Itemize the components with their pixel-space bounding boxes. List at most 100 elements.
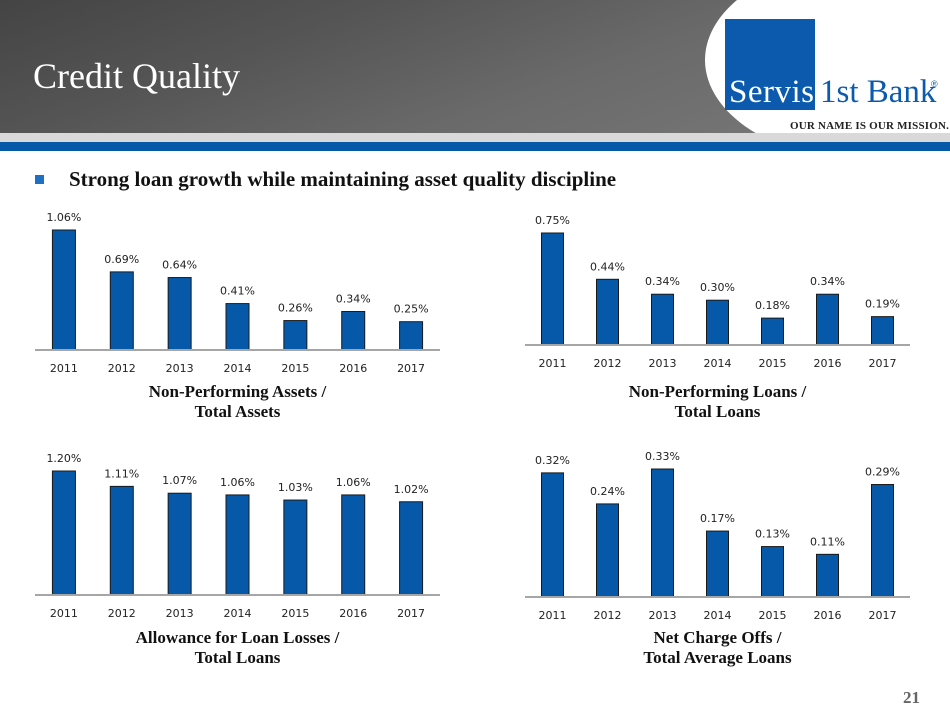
x-tick-label: 2015 bbox=[759, 357, 787, 370]
data-label: 1.11% bbox=[104, 467, 139, 480]
data-label: 0.34% bbox=[810, 275, 845, 288]
data-label: 0.44% bbox=[590, 260, 625, 273]
chart-allowance-total-loans: 1.20% 2011 1.11% 2012 1.07% 2013 1.06% 2014 1.03… bbox=[35, 442, 440, 677]
chart-title-line1: Non-Performing Loans / bbox=[628, 382, 807, 401]
chart-title-line2: Total Loans bbox=[194, 648, 281, 667]
data-label: 0.30% bbox=[700, 281, 735, 294]
data-label: 0.13% bbox=[755, 528, 790, 541]
x-tick-label: 2012 bbox=[594, 357, 622, 370]
chart-title: Net Charge Offs / Total Average Loans bbox=[525, 628, 910, 668]
data-label: 1.07% bbox=[162, 474, 197, 487]
data-label: 0.34% bbox=[645, 275, 680, 288]
data-label: 0.18% bbox=[755, 299, 790, 312]
data-label: 0.26% bbox=[278, 302, 313, 315]
bar-2016 bbox=[816, 293, 839, 346]
bar-2011 bbox=[541, 472, 564, 598]
data-label: 0.17% bbox=[700, 512, 735, 525]
chart-title-line1: Allowance for Loan Losses / bbox=[135, 628, 340, 647]
chart-title: Non-Performing Loans / Total Loans bbox=[525, 382, 910, 422]
bar-2017 bbox=[871, 484, 894, 598]
data-label: 1.03% bbox=[278, 481, 313, 494]
bar-2016 bbox=[816, 553, 839, 598]
data-label: 1.20% bbox=[46, 452, 81, 465]
x-tick-label: 2012 bbox=[108, 607, 136, 620]
bar-2017 bbox=[871, 316, 894, 346]
logo-tagline: OUR NAME IS OUR MISSION. bbox=[790, 120, 950, 132]
bar-2017 bbox=[399, 501, 424, 596]
bar-2014 bbox=[225, 494, 250, 596]
data-label: 0.29% bbox=[865, 466, 900, 479]
bar-2011 bbox=[51, 470, 76, 596]
x-tick-label: 2015 bbox=[281, 362, 309, 375]
chart-plot-area: 0.32% 2011 0.24% 2012 0.33% 2013 0.17% 2014 0.13… bbox=[525, 450, 910, 622]
x-tick-label: 2011 bbox=[539, 609, 567, 622]
x-tick-label: 2011 bbox=[50, 362, 78, 375]
bar-2011 bbox=[541, 232, 564, 346]
bar-2014 bbox=[706, 530, 729, 598]
bar-2014 bbox=[225, 303, 250, 351]
chart-title: Non-Performing Assets / Total Assets bbox=[35, 382, 440, 422]
x-tick-label: 2012 bbox=[108, 362, 136, 375]
bar-2013 bbox=[167, 492, 192, 596]
chart-title-line1: Non-Performing Assets / bbox=[148, 382, 327, 401]
x-tick-label: 2016 bbox=[814, 609, 842, 622]
data-label: 1.02% bbox=[394, 483, 429, 496]
bar-2015 bbox=[761, 546, 784, 598]
chart-title-line2: Total Loans bbox=[674, 402, 761, 421]
data-label: 0.64% bbox=[162, 259, 197, 272]
chart-plot-area: 0.75% 2011 0.44% 2012 0.34% 2013 0.30% 2014 0.18… bbox=[525, 214, 910, 370]
x-tick-label: 2017 bbox=[397, 607, 425, 620]
bar-2013 bbox=[651, 468, 674, 598]
data-label: 0.11% bbox=[810, 535, 845, 548]
logo-square bbox=[725, 19, 815, 110]
chart-title-line2: Total Assets bbox=[194, 402, 281, 421]
x-tick-label: 2017 bbox=[869, 609, 897, 622]
slide-title: Credit Quality bbox=[33, 56, 240, 96]
x-tick-label: 2014 bbox=[704, 357, 732, 370]
logo-name-part2: 1st Bank bbox=[820, 74, 937, 110]
chart-npl-total-loans: 0.75% 2011 0.44% 2012 0.34% 2013 0.30% 2014 0.18… bbox=[525, 200, 910, 430]
x-tick-label: 2013 bbox=[166, 362, 194, 375]
x-tick-label: 2014 bbox=[224, 362, 252, 375]
x-tick-label: 2013 bbox=[649, 357, 677, 370]
bar-2016 bbox=[341, 494, 366, 596]
chart-plot-area: 1.06% 2011 0.69% 2012 0.64% 2013 0.41% 2014 0.26… bbox=[35, 211, 440, 375]
logo-name-part1: Servis bbox=[729, 74, 815, 110]
x-tick-label: 2013 bbox=[166, 607, 194, 620]
x-tick-label: 2015 bbox=[759, 609, 787, 622]
data-label: 0.34% bbox=[336, 293, 371, 306]
x-tick-label: 2016 bbox=[339, 362, 367, 375]
x-tick-label: 2011 bbox=[50, 607, 78, 620]
bar-2012 bbox=[596, 278, 619, 346]
x-tick-label: 2015 bbox=[281, 607, 309, 620]
header-divider-blue bbox=[0, 142, 950, 151]
data-label: 0.32% bbox=[535, 454, 570, 467]
data-label: 0.69% bbox=[104, 253, 139, 266]
x-tick-label: 2013 bbox=[649, 609, 677, 622]
x-tick-label: 2014 bbox=[704, 609, 732, 622]
data-label: 1.06% bbox=[336, 476, 371, 489]
data-label: 0.19% bbox=[865, 298, 900, 311]
x-tick-label: 2012 bbox=[594, 609, 622, 622]
chart-title-line1: Net Charge Offs / bbox=[653, 628, 782, 647]
x-tick-label: 2017 bbox=[397, 362, 425, 375]
data-label: 0.33% bbox=[645, 450, 680, 463]
chart-plot-area: 1.20% 2011 1.11% 2012 1.07% 2013 1.06% 2014 1.03… bbox=[35, 452, 440, 620]
bar-2015 bbox=[283, 499, 308, 596]
bullet-square-icon bbox=[35, 175, 44, 184]
headline-bullet-text: Strong loan growth while maintaining ass… bbox=[69, 167, 617, 191]
data-label: 1.06% bbox=[220, 476, 255, 489]
chart-nco-avg-loans: 0.32% 2011 0.24% 2012 0.33% 2013 0.17% 2014 0.13… bbox=[525, 442, 910, 677]
bar-2015 bbox=[283, 320, 308, 351]
bar-2016 bbox=[341, 311, 366, 351]
chart-title-line2: Total Average Loans bbox=[643, 648, 792, 667]
bar-2011 bbox=[51, 229, 76, 351]
x-tick-label: 2016 bbox=[339, 607, 367, 620]
data-label: 1.06% bbox=[46, 211, 81, 224]
bar-2012 bbox=[596, 503, 619, 598]
bar-2013 bbox=[651, 293, 674, 346]
data-label: 0.25% bbox=[394, 303, 429, 316]
data-label: 0.75% bbox=[535, 214, 570, 227]
bar-2013 bbox=[167, 277, 192, 351]
bar-2015 bbox=[761, 317, 784, 346]
